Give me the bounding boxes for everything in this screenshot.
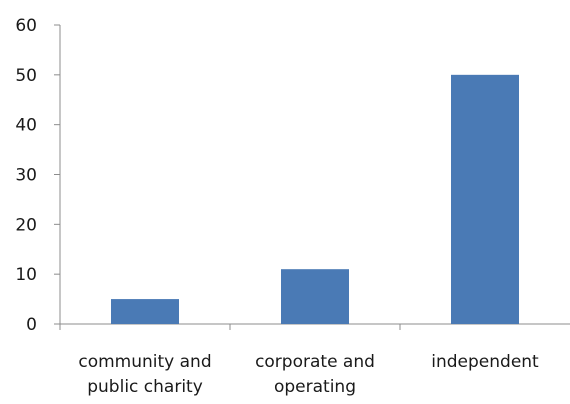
x-tick-label: corporate and operating [255,352,375,397]
x-tick-label-line: community and [78,352,211,372]
x-tick-label: community and public charity [78,352,211,397]
bar [281,269,349,324]
x-tick-label-line: corporate and [255,352,375,372]
x-tick-label: independent [431,352,539,372]
bar [451,74,519,324]
x-axis-labels: community and public charity corporate and… [78,352,539,397]
x-tick-label-line: public charity [87,377,203,397]
y-tick-label: 50 [15,66,37,86]
y-axis-ticks: 0 10 20 30 40 50 60 [15,16,60,335]
y-tick-label: 40 [15,116,37,136]
x-tick-label-line: operating [274,377,356,397]
bar [111,299,179,324]
y-tick-label: 20 [15,215,37,235]
x-tick-label-line: independent [431,352,539,372]
y-tick-label: 0 [26,315,37,335]
y-tick-label: 60 [15,16,37,36]
y-tick-label: 30 [15,166,37,186]
y-tick-label: 10 [15,265,37,285]
chart-bars [111,74,519,324]
